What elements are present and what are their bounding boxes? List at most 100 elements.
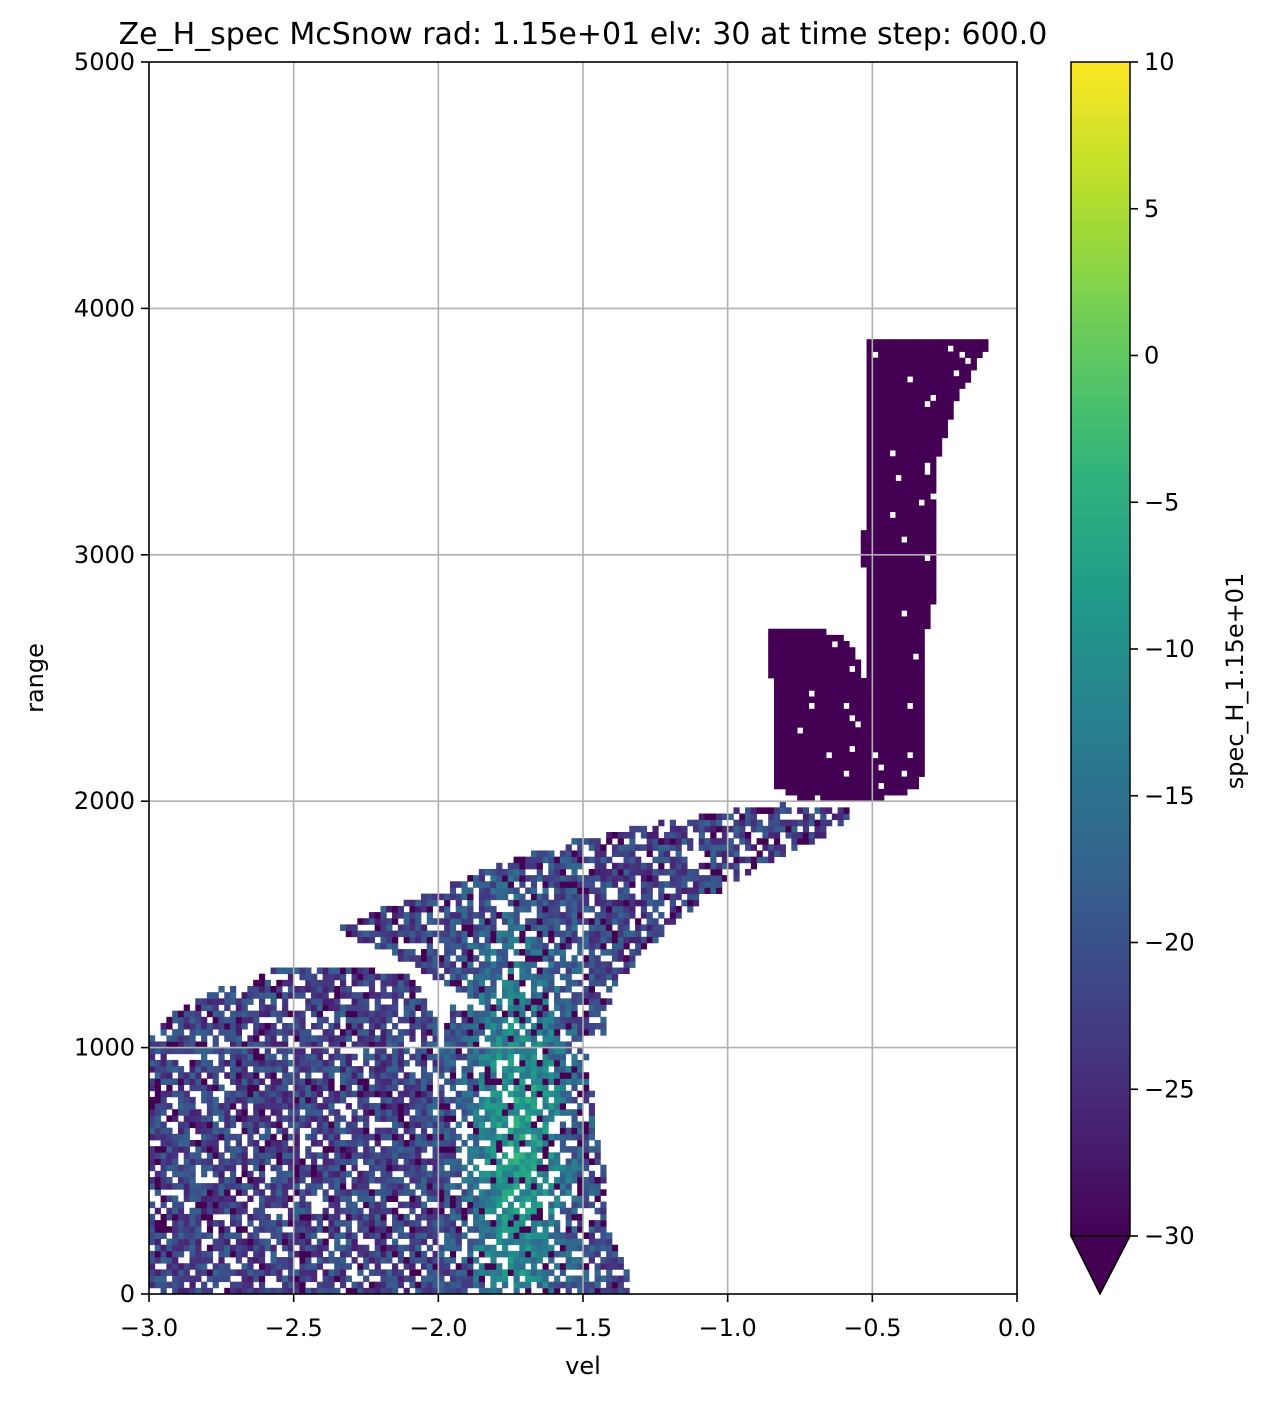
heatmap-cell xyxy=(276,992,283,999)
heatmap-cell xyxy=(583,936,590,944)
heatmap-cell xyxy=(241,1121,248,1129)
heatmap-cell xyxy=(154,1183,161,1190)
heatmap-cell xyxy=(322,1078,329,1085)
heatmap-cell xyxy=(617,868,624,876)
heatmap-cell xyxy=(455,912,462,919)
heatmap-cell xyxy=(501,893,509,901)
heatmap-cell xyxy=(658,899,665,907)
heatmap-cell xyxy=(316,1059,323,1067)
heatmap-cell xyxy=(149,1152,156,1159)
heatmap-cell xyxy=(496,1109,503,1116)
heatmap-cell xyxy=(849,684,856,691)
heatmap-cell xyxy=(420,1103,428,1110)
heatmap-cell xyxy=(559,1096,567,1104)
heatmap-cell xyxy=(397,1029,405,1036)
heatmap-cell xyxy=(334,1090,341,1098)
heatmap-cell xyxy=(912,573,920,580)
heatmap-cell xyxy=(611,949,619,956)
heatmap-cell xyxy=(559,875,567,882)
heatmap-cell xyxy=(368,1176,376,1184)
heatmap-cell xyxy=(559,881,567,888)
heatmap-cell xyxy=(548,1183,555,1190)
heatmap-cell xyxy=(264,1226,271,1233)
heatmap-cell xyxy=(542,912,549,919)
heatmap-cell xyxy=(768,659,775,667)
heatmap-cell xyxy=(606,881,613,888)
heatmap-cell xyxy=(525,1250,532,1258)
heatmap-cell xyxy=(542,1115,549,1122)
heatmap-cell xyxy=(907,554,914,562)
heatmap-cell xyxy=(519,1121,526,1129)
heatmap-cell xyxy=(351,930,358,938)
heatmap-cell xyxy=(380,1096,387,1104)
heatmap-cell xyxy=(339,1066,347,1073)
heatmap-cell xyxy=(172,1010,179,1018)
heatmap-cell xyxy=(397,1146,405,1153)
heatmap-cell xyxy=(334,1201,341,1209)
heatmap-cell xyxy=(681,862,688,870)
heatmap-cell xyxy=(438,1121,445,1129)
heatmap-cell xyxy=(334,1004,341,1012)
heatmap-cell xyxy=(820,813,827,821)
heatmap-cell xyxy=(594,850,601,858)
heatmap-cell xyxy=(183,1189,190,1196)
heatmap-cell xyxy=(594,936,601,944)
heatmap-cell xyxy=(536,1016,543,1024)
heatmap-cell xyxy=(802,702,810,710)
heatmap-cell xyxy=(380,1287,387,1295)
heatmap-cell xyxy=(507,1232,514,1239)
heatmap-cell xyxy=(912,542,920,550)
heatmap-cell xyxy=(386,1078,393,1085)
heatmap-cell xyxy=(490,1170,497,1178)
heatmap-cell xyxy=(478,881,486,888)
heatmap-cell xyxy=(247,1053,254,1061)
heatmap-cell xyxy=(565,856,572,864)
heatmap-cell xyxy=(247,1010,254,1018)
heatmap-cell xyxy=(536,1010,543,1018)
heatmap-cell xyxy=(316,979,323,987)
heatmap-cell xyxy=(571,1127,578,1135)
heatmap-cell xyxy=(872,542,879,550)
heatmap-cell xyxy=(224,1022,231,1030)
heatmap-cell xyxy=(299,967,306,975)
heatmap-cell xyxy=(912,610,920,617)
heatmap-cell xyxy=(750,856,757,864)
heatmap-cell xyxy=(189,1238,196,1246)
heatmap-cell xyxy=(588,979,595,987)
heatmap-cell xyxy=(837,671,844,679)
heatmap-cell xyxy=(467,992,474,999)
heatmap-cell xyxy=(264,1220,271,1227)
heatmap-cell xyxy=(675,832,682,839)
heatmap-cell xyxy=(455,1269,462,1276)
heatmap-cell xyxy=(606,961,613,968)
heatmap-cell xyxy=(473,1121,480,1129)
heatmap-cell xyxy=(496,930,503,938)
heatmap-cell xyxy=(467,1090,474,1098)
heatmap-cell xyxy=(652,936,659,944)
heatmap-cell xyxy=(449,1238,457,1246)
heatmap-cell xyxy=(224,1183,231,1190)
heatmap-cell xyxy=(432,1189,439,1196)
heatmap-cell xyxy=(392,1158,399,1166)
heatmap-cell xyxy=(750,819,757,827)
heatmap-cell xyxy=(328,1035,335,1042)
heatmap-cell xyxy=(368,1133,376,1141)
heatmap-cell xyxy=(253,1250,260,1258)
heatmap-cell xyxy=(716,850,723,858)
heatmap-cell xyxy=(258,1189,266,1196)
heatmap-cell xyxy=(166,1281,173,1289)
heatmap-cell xyxy=(461,905,468,913)
heatmap-cell xyxy=(756,825,763,833)
heatmap-cell xyxy=(583,1133,590,1141)
heatmap-cell xyxy=(195,1115,202,1122)
heatmap-cell xyxy=(733,825,740,833)
heatmap-cell xyxy=(473,881,480,888)
heatmap-cell xyxy=(501,1035,509,1042)
heatmap-cell xyxy=(276,1220,283,1227)
heatmap-cell xyxy=(519,1090,526,1098)
heatmap-cell xyxy=(195,1146,202,1153)
heatmap-cell xyxy=(183,1010,190,1018)
heatmap-cell xyxy=(386,918,393,925)
heatmap-cell xyxy=(455,1232,462,1239)
heatmap-cell xyxy=(449,1257,457,1264)
